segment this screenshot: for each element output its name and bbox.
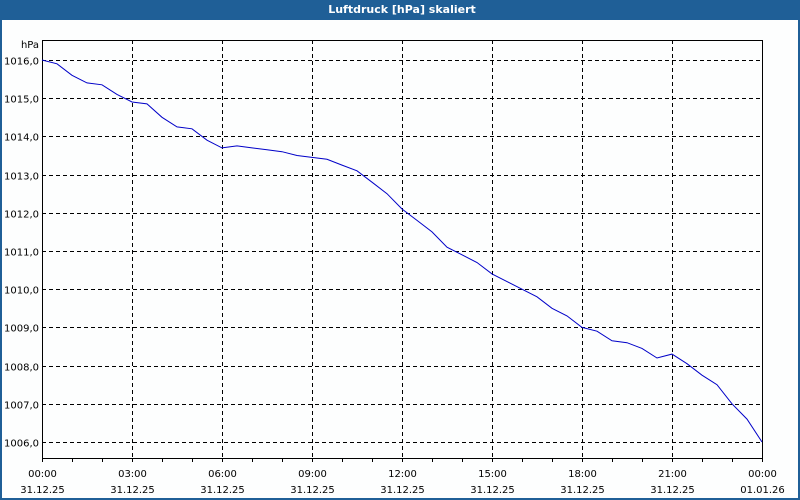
x-tick-date: 01.01.26	[740, 485, 785, 496]
x-tick-date: 31.12.25	[470, 485, 515, 496]
y-tick-label: 1013,0	[4, 172, 39, 183]
axes	[42, 40, 763, 462]
y-tick-label: 1015,0	[4, 95, 39, 106]
y-tick-label: 1011,0	[4, 248, 39, 259]
x-tick-date: 31.12.25	[200, 485, 245, 496]
x-tick-date: 31.12.25	[380, 485, 425, 496]
x-tick-date: 31.12.25	[110, 485, 155, 496]
window-title: Luftdruck [hPa] skaliert	[2, 0, 800, 20]
axis-labels: 1016,0 1015,0 1014,0 1013,0 1012,0 1011,0 1010…	[4, 40, 785, 496]
grid-lines	[42, 40, 762, 458]
y-tick-label: 1008,0	[4, 363, 39, 374]
x-tick-time: 03:00	[118, 469, 147, 480]
x-tick-time: 12:00	[388, 469, 417, 480]
x-tick-date: 31.12.25	[560, 485, 605, 496]
y-tick-label: 1007,0	[4, 401, 39, 412]
x-tick-time: 00:00	[748, 469, 777, 480]
x-tick-time: 06:00	[208, 469, 237, 480]
x-tick-time: 15:00	[478, 469, 507, 480]
y-tick-label: 1014,0	[4, 133, 39, 144]
y-axis-unit: hPa	[21, 40, 39, 51]
y-tick-label: 1006,0	[4, 439, 39, 450]
y-tick-label: 1010,0	[4, 286, 39, 297]
x-tick-time: 18:00	[568, 469, 597, 480]
x-tick-date: 31.12.25	[650, 485, 695, 496]
x-tick-time: 09:00	[298, 469, 327, 480]
x-tick-time: 00:00	[28, 469, 57, 480]
y-tick-label: 1016,0	[4, 57, 39, 68]
y-tick-label: 1009,0	[4, 324, 39, 335]
x-tick-date: 31.12.25	[20, 485, 65, 496]
pressure-line	[41, 59, 763, 443]
x-tick-time: 21:00	[658, 469, 687, 480]
y-tick-label: 1012,0	[4, 210, 39, 221]
plot-frame	[42, 40, 763, 459]
x-tick-date: 31.12.25	[290, 485, 335, 496]
